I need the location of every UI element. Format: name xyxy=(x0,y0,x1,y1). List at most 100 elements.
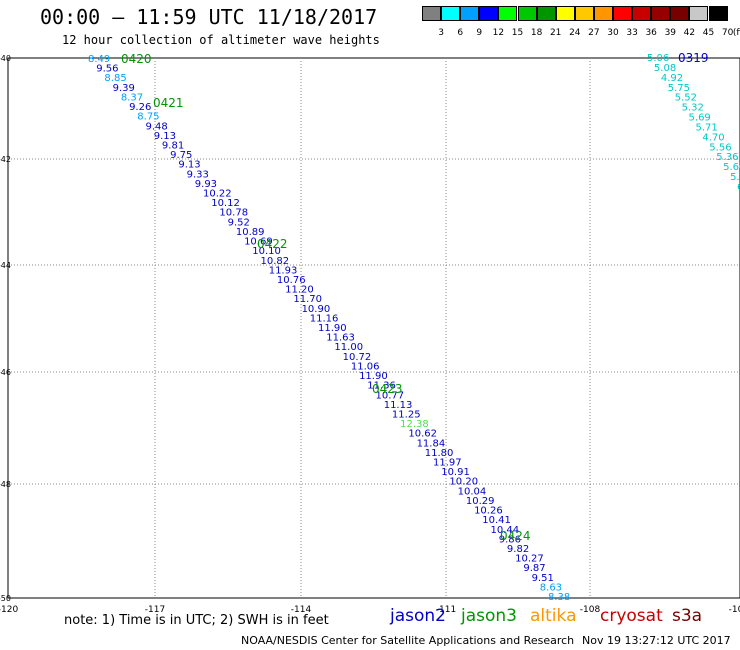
swh-value-jason3: 8.85 xyxy=(104,73,126,84)
swh-value-jason3: 9.56 xyxy=(96,64,118,75)
legend-altika: altika xyxy=(530,606,577,626)
swh-value-jason3: 10.10 xyxy=(252,246,281,257)
swh-value-jason3: 9.87 xyxy=(523,563,545,574)
swh-value-jason3: 11.16 xyxy=(310,313,339,324)
footer-timestamp: Nov 19 13:27:12 UTC 2017 xyxy=(582,634,731,647)
x-tick-label: -120 xyxy=(0,605,18,615)
legend-jason2: jason2 xyxy=(390,606,446,626)
color-scale-label: 42 xyxy=(683,28,696,38)
swh-value-jason3: 9.75 xyxy=(170,150,192,161)
color-scale-label: 15 xyxy=(511,28,524,38)
swh-value-jason3: 11.90 xyxy=(359,371,388,382)
swh-value-jason3: 10.89 xyxy=(236,227,265,238)
time-label: 0420 xyxy=(121,52,152,66)
swh-value-jason2: 5.32 xyxy=(682,103,704,114)
color-scale-label: 39 xyxy=(664,28,677,38)
swh-value-jason3: 9.13 xyxy=(154,131,176,142)
swh-value-jason3: 11.84 xyxy=(417,438,446,449)
swh-value-jason3: 10.20 xyxy=(449,477,478,488)
y-tick-label: -46 xyxy=(0,368,11,377)
swh-value-jason2: 5.08 xyxy=(654,63,676,74)
color-scale-label: 45 xyxy=(702,28,715,38)
time-label: 0422 xyxy=(257,237,288,251)
time-label: 0424 xyxy=(500,529,531,543)
swh-value-jason3: 11.63 xyxy=(326,333,355,344)
swh-value-jason3: 8.75 xyxy=(137,112,159,123)
x-tick-label: -117 xyxy=(145,605,165,615)
swh-value-jason3: 9.39 xyxy=(113,83,135,94)
swh-value-jason3: 10.77 xyxy=(376,390,405,401)
color-scale-label: 24 xyxy=(569,28,581,38)
swh-value-jason3: 11.20 xyxy=(285,285,314,296)
swh-value-jason3: 11.90 xyxy=(318,323,347,334)
time-label: 0423 xyxy=(372,382,403,396)
color-scale-label: 70 xyxy=(721,28,734,38)
swh-value-jason3: 11.70 xyxy=(293,294,322,305)
color-scale-swatch xyxy=(460,6,480,21)
swh-value-jason3: 8.49 xyxy=(88,54,110,65)
color-scale-unit: (ft) xyxy=(732,28,740,38)
swh-value-jason3: 11.36 xyxy=(367,381,396,392)
swh-value-jason3: 8.38 xyxy=(548,592,570,603)
color-scale-swatch xyxy=(593,6,613,21)
y-tick-label: -42 xyxy=(0,155,11,164)
swh-value-jason3: 10.76 xyxy=(277,275,306,286)
color-scale-swatch xyxy=(670,6,690,21)
swh-value-jason3: 11.80 xyxy=(425,448,454,459)
x-tick-label: -10 xyxy=(729,605,740,615)
y-tick-label: -44 xyxy=(0,261,11,270)
color-scale-swatch xyxy=(441,6,461,21)
swh-value-jason3: 9.51 xyxy=(532,573,554,584)
swh-value-jason3: 10.78 xyxy=(219,208,248,219)
swh-value-jason3: 8.63 xyxy=(540,582,562,593)
color-scale-label: 6 xyxy=(457,28,464,38)
swh-value-jason3: 10.12 xyxy=(211,198,240,209)
units-note: note: 1) Time is in UTC; 2) SWH is in fe… xyxy=(64,613,329,628)
swh-value-jason2: 6 xyxy=(737,182,740,193)
swh-value-jason2: 5.71 xyxy=(695,122,717,133)
swh-value-jason3: 9.86 xyxy=(499,534,521,545)
swh-value-jason2: 5.69 xyxy=(689,113,711,124)
swh-value-jason2: 5.56 xyxy=(709,142,731,153)
color-scale-swatch xyxy=(613,6,633,21)
footer-credit: NOAA/NESDIS Center for Satellite Applica… xyxy=(241,634,575,647)
swh-value-jason3: 10.69 xyxy=(244,237,273,248)
x-tick-label: -108 xyxy=(580,605,601,615)
swh-value-jason3: 11.00 xyxy=(334,342,363,353)
swh-value-jason3: 11.06 xyxy=(351,361,380,372)
color-scale-swatch xyxy=(574,6,594,21)
color-scale-swatch xyxy=(422,6,442,21)
swh-value-jason3: 11.25 xyxy=(392,409,421,420)
color-scale-label: 3 xyxy=(438,28,444,38)
swh-value-jason3: 10.82 xyxy=(261,256,290,267)
swh-value-jason3: 10.29 xyxy=(466,496,495,507)
swh-value-jason3: 10.04 xyxy=(458,486,487,497)
swh-value-jason3: 10.90 xyxy=(302,304,331,315)
legend-cryosat: cryosat xyxy=(600,606,663,626)
color-scale-swatch xyxy=(498,6,518,21)
color-scale-swatch xyxy=(555,6,575,21)
color-scale-label: 18 xyxy=(530,28,543,38)
color-scale-swatch xyxy=(689,6,709,21)
swh-value-jason3: 10.41 xyxy=(482,515,511,526)
color-scale-label: 36 xyxy=(645,28,657,38)
color-scale-swatch xyxy=(651,6,671,21)
swh-value-jason3: 10.44 xyxy=(491,525,520,536)
swh-value-jason3: 11.97 xyxy=(433,458,462,469)
x-tick-label: -114 xyxy=(291,605,312,615)
swh-value-jason3: 9.48 xyxy=(146,121,168,132)
color-scale-label: 9 xyxy=(476,28,483,38)
legend-jason3: jason3 xyxy=(461,606,517,626)
swh-value-jason2: 4.92 xyxy=(661,73,683,84)
swh-value-jason3: 11.93 xyxy=(269,265,298,276)
time-label: 0319 xyxy=(678,51,709,65)
swh-value-jason3: 9.52 xyxy=(228,217,250,228)
swh-value-jason2: 5.36 xyxy=(716,152,738,163)
swh-value-jason3: 9.13 xyxy=(178,160,200,171)
swh-value-jason3: 10.26 xyxy=(474,506,503,517)
color-scale-label: 21 xyxy=(549,28,562,38)
color-scale-swatch xyxy=(708,6,728,21)
swh-value-jason3: 10.27 xyxy=(515,554,544,565)
swh-value-jason2: 5.60 xyxy=(723,162,740,173)
